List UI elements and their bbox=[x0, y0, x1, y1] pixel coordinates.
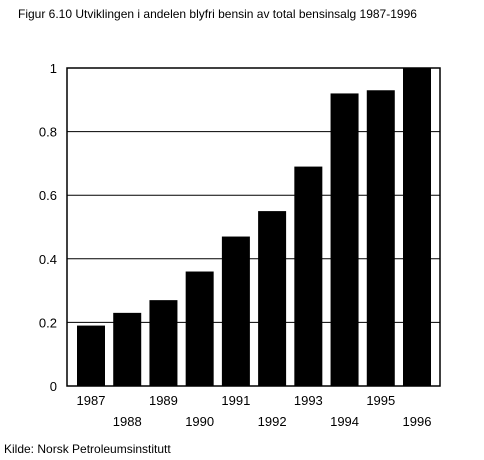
bar bbox=[330, 93, 359, 386]
x-tick-label: 1994 bbox=[330, 414, 359, 429]
bar bbox=[366, 90, 395, 386]
x-tick-label: 1987 bbox=[77, 393, 106, 408]
plot-frame bbox=[66, 67, 441, 387]
y-tick-label: 0.4 bbox=[39, 252, 57, 267]
x-axis-ticks: 1987 1988 1989 1990 1991 1992 1993 1994 1995 1996 bbox=[77, 393, 432, 429]
bar bbox=[258, 211, 287, 386]
y-tick-label: 0.2 bbox=[39, 315, 57, 330]
x-tick-label: 1995 bbox=[366, 393, 395, 408]
y-tick-label: 1 bbox=[50, 61, 57, 76]
x-tick-label: 1993 bbox=[294, 393, 323, 408]
bar bbox=[221, 236, 250, 386]
bar bbox=[113, 312, 142, 386]
bar bbox=[403, 68, 431, 386]
x-tick-label: 1988 bbox=[113, 414, 142, 429]
y-tick-label: 0.8 bbox=[39, 125, 57, 140]
x-tick-label: 1992 bbox=[258, 414, 287, 429]
y-tick-label: 0.6 bbox=[39, 188, 57, 203]
bar bbox=[77, 325, 105, 386]
bar bbox=[185, 271, 214, 386]
bar bbox=[149, 300, 178, 386]
bars bbox=[77, 68, 431, 386]
figure-title: Figur 6.10 Utviklingen i andelen blyfri … bbox=[18, 7, 417, 21]
x-tick-label: 1996 bbox=[403, 414, 432, 429]
bar bbox=[294, 166, 323, 386]
x-tick-label: 1989 bbox=[149, 393, 178, 408]
y-axis-ticks: 0 0.2 0.4 0.6 0.8 1 bbox=[39, 61, 57, 394]
x-tick-label: 1991 bbox=[221, 393, 250, 408]
x-tick-label: 1990 bbox=[185, 414, 214, 429]
y-tick-label: 0 bbox=[50, 379, 57, 394]
figure-source: Kilde: Norsk Petroleumsinstitutt bbox=[4, 442, 171, 456]
